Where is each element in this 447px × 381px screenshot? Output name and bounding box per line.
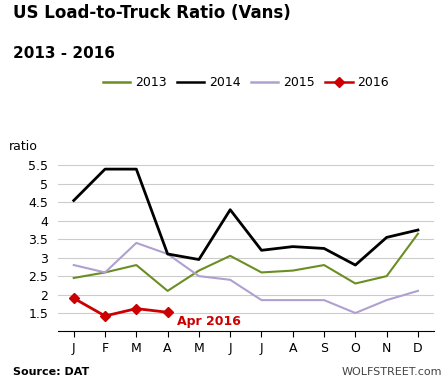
Text: ratio: ratio [9,140,38,153]
Legend: 2013, 2014, 2015, 2016: 2013, 2014, 2015, 2016 [97,71,394,94]
Text: WOLFSTREET.com: WOLFSTREET.com [342,367,443,377]
Text: Source: DAT: Source: DAT [13,367,90,377]
Text: US Load-to-Truck Ratio (Vans): US Load-to-Truck Ratio (Vans) [13,4,291,22]
Text: 2013 - 2016: 2013 - 2016 [13,46,115,61]
Text: Apr 2016: Apr 2016 [177,315,241,328]
